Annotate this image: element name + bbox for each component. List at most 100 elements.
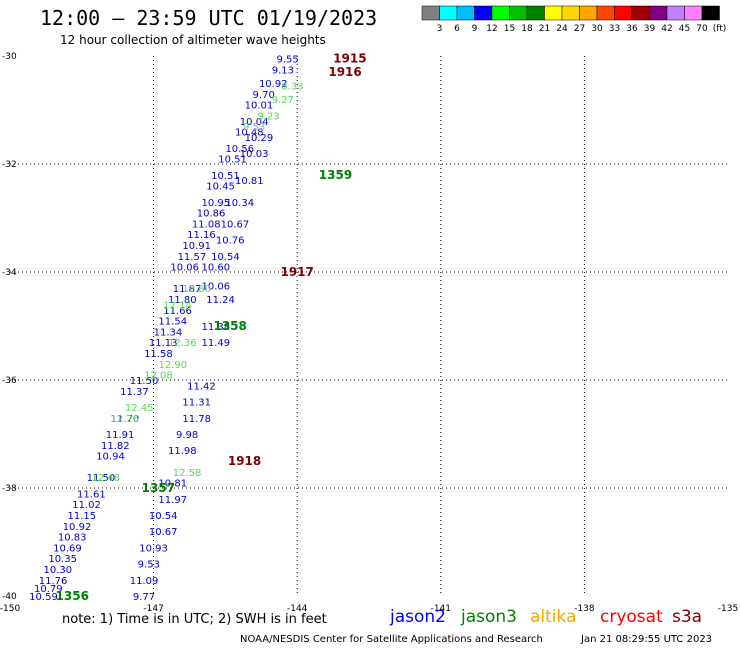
scale-label: 3: [437, 24, 443, 34]
wave-height-label: 11.57: [178, 252, 207, 263]
wave-height-label: 11.09: [130, 576, 159, 587]
wave-height-label: 12.90: [158, 360, 187, 371]
wave-height-label: 11.49: [202, 338, 231, 349]
scale-label: 12: [486, 24, 497, 34]
wave-height-label: 11.76: [39, 576, 68, 587]
wave-height-label: 9.13: [272, 66, 294, 77]
scale-label: 24: [556, 24, 568, 34]
wave-height-label: 12.08: [144, 371, 173, 382]
scale-label: 15: [504, 24, 515, 34]
wave-height-label: 10.29: [245, 133, 274, 144]
wave-height-label: 12.36: [168, 338, 197, 349]
wave-height-label: 11.08: [192, 219, 221, 230]
wave-height-label: 12.26: [111, 414, 140, 425]
wave-height-label: 10.92: [63, 522, 92, 533]
scale-label: 36: [626, 24, 638, 34]
wave-height-label: 11.78: [182, 414, 211, 425]
wave-height-label: 10.45: [206, 182, 235, 193]
wave-height-label: 11.50: [130, 376, 159, 387]
wave-height-label: 9.53: [243, 122, 265, 133]
pass-time-label: 1356: [56, 589, 89, 603]
wave-height-label: 12.45: [125, 403, 154, 414]
pass-time-label: 1918: [228, 454, 261, 468]
wave-height-label: 11.70: [111, 414, 140, 425]
wave-height-label: 11.02: [72, 500, 101, 511]
wave-height-label: 10.51: [218, 155, 247, 166]
wave-height-label: 9.98: [176, 430, 198, 441]
scale-label: 9: [472, 24, 478, 34]
scale-label: (ft): [713, 24, 727, 34]
wave-height-label: 11.91: [106, 430, 135, 441]
wave-height-label: 10.54: [149, 511, 178, 522]
wave-height-label: 12.14: [163, 300, 192, 311]
pass-time-label: 1917: [280, 265, 313, 279]
wave-height-label: 12.48: [91, 473, 120, 484]
chart-title: 12:00 – 23:59 UTC 01/19/2023: [40, 6, 378, 30]
chart-subtitle: 12 hour collection of altimeter wave hei…: [60, 33, 326, 47]
wave-height-label: 10.56: [225, 144, 254, 155]
wave-height-label: 10.60: [202, 263, 231, 274]
wave-height-label: 11.31: [182, 398, 211, 409]
wave-height-label: 9.70: [253, 90, 275, 101]
credit-line: NOAA/NESDIS Center for Satellite Applica…: [240, 634, 543, 645]
wave-height-label: 11.66: [163, 306, 192, 317]
x-tick-label: -144: [287, 604, 308, 614]
wave-height-label: 9.55: [276, 55, 298, 66]
wave-height-label: 11.87: [173, 284, 202, 295]
y-tick-label: -30: [2, 52, 17, 62]
wave-height-label: 11.58: [144, 349, 173, 360]
wave-height-label: 10.04: [240, 117, 269, 128]
wave-height-label: 9.23: [257, 111, 279, 122]
wave-height-label: 10.03: [240, 149, 269, 160]
wave-height-label: 11.82: [101, 441, 130, 452]
wave-height-label: 10.48: [235, 128, 264, 139]
x-tick-label: -150: [0, 604, 20, 614]
wave-height-label: 11.37: [120, 387, 149, 398]
wave-height-label: 11.97: [158, 495, 187, 506]
wave-height-label: 10.67: [221, 219, 250, 230]
wave-height-label: 10.94: [96, 452, 125, 463]
x-tick-label: -135: [718, 604, 738, 614]
wave-height-label: 10.76: [216, 236, 245, 247]
y-tick-label: -38: [2, 484, 17, 494]
wave-height-label: 10.69: [53, 543, 82, 554]
wave-height-label: 9.27: [272, 95, 294, 106]
wave-height-label: 10.59: [29, 592, 58, 603]
y-tick-label: -32: [2, 160, 17, 170]
y-tick-label: -34: [2, 268, 17, 278]
wave-height-label: 11.13: [149, 338, 178, 349]
wave-height-label: 10.83: [58, 533, 87, 544]
x-tick-label: -141: [431, 604, 451, 614]
wave-height-label: 12.80: [182, 284, 211, 295]
wave-height-label: 11.50: [87, 473, 116, 484]
color-scale-legend: 3 6 9 12 15 18 21 24 27 30 33 36 39 42 45 70 (ft): [421, 5, 727, 34]
wave-height-label: 11.61: [77, 489, 106, 500]
wave-height-label: 11.80: [168, 295, 197, 306]
satellite-legend-cryosat: cryosat: [600, 607, 663, 627]
wave-height-label: 9.77: [133, 592, 155, 603]
wave-height-label: 10.81: [158, 479, 187, 490]
scale-label: 21: [539, 24, 550, 34]
wave-height-label: 10.86: [197, 209, 226, 220]
wave-height-label: 10.93: [139, 543, 168, 554]
pass-time-label: 1359: [319, 168, 352, 182]
wave-height-label: 11.54: [158, 317, 187, 328]
generated-timestamp: Jan 21 08:29:55 UTC 2023: [581, 634, 713, 645]
pass-time-label: 1916: [328, 65, 361, 79]
scale-label: 70: [696, 24, 708, 34]
wave-height-label: 11.38: [202, 322, 231, 333]
wave-height-label: 10.06: [170, 263, 199, 274]
wave-height-label: 10.51: [211, 171, 240, 182]
satellite-legend-altika: altika: [530, 607, 577, 627]
scale-label: 27: [574, 24, 585, 34]
wave-height-label: 11.98: [168, 446, 197, 457]
scale-label: 39: [644, 24, 656, 34]
wave-height-label: 10.06: [202, 282, 231, 293]
y-tick-label: -36: [2, 376, 17, 386]
pass-time-label: 1357: [142, 481, 175, 495]
scale-label: 30: [591, 24, 603, 34]
pass-time-label: 1358: [213, 319, 246, 333]
wave-height-label: 10.92: [259, 79, 288, 90]
y-tick-label: -40: [2, 592, 17, 602]
